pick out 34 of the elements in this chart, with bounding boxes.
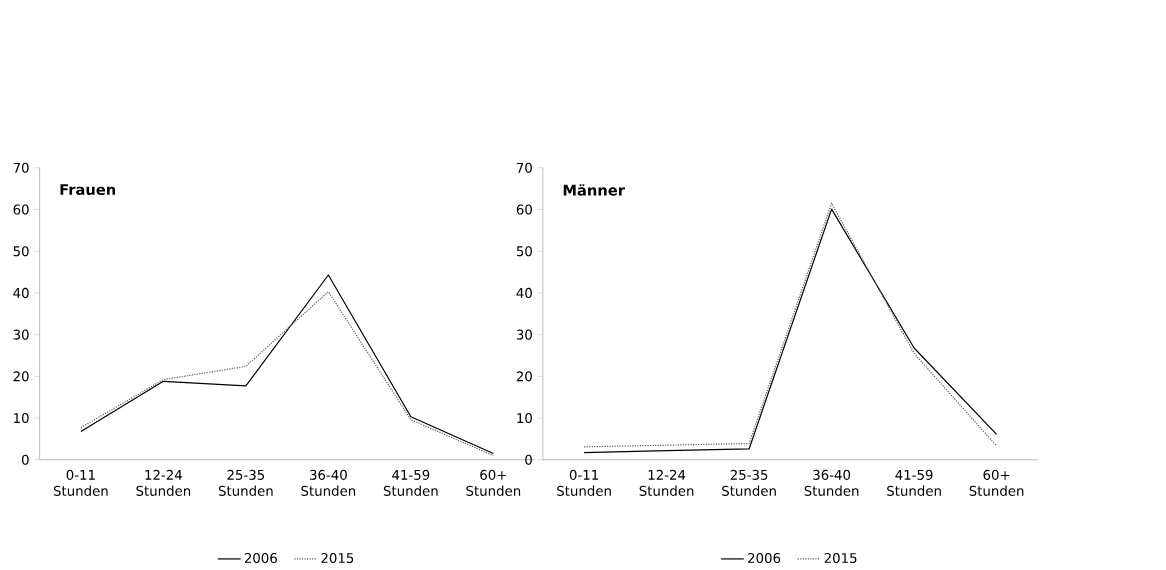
y-tick-label: 70 bbox=[13, 162, 29, 173]
x-tick-label: 41-59 Stunden bbox=[887, 469, 941, 496]
text: Frauen bbox=[60, 184, 116, 195]
x-tick-label: 36-40 Stunden bbox=[301, 469, 356, 496]
y-tick-label: 70 bbox=[516, 162, 532, 173]
y-tick-label: 50 bbox=[13, 246, 29, 257]
x-tick-label: 12-24 Stunden bbox=[639, 469, 694, 496]
y-tick-label: 40 bbox=[516, 287, 532, 298]
text: Männer bbox=[563, 184, 625, 196]
y-tick-label: 10 bbox=[517, 412, 532, 424]
legend-label: 2006 bbox=[244, 552, 277, 563]
y-tick-label: 10 bbox=[14, 412, 29, 424]
x-tick-label: 60+ Stunden bbox=[466, 469, 521, 496]
y-tick-label: 0 bbox=[525, 454, 532, 465]
x-tick-label: 36-40 Stunden bbox=[804, 469, 859, 496]
y-tick-label: 20 bbox=[13, 371, 29, 382]
y-tick-label: 30 bbox=[516, 329, 532, 340]
y-tick-label: 50 bbox=[516, 246, 532, 257]
x-tick-label: 25-35 Stunden bbox=[722, 469, 776, 496]
x-tick-label: 0-11 Stunden bbox=[557, 469, 611, 496]
y-tick-label: 60 bbox=[13, 204, 29, 215]
y-tick-label: 40 bbox=[13, 287, 29, 298]
x-tick-label: 0-11 Stunden bbox=[53, 469, 108, 496]
y-tick-label: 30 bbox=[13, 329, 29, 340]
legend-label: 2015 bbox=[824, 552, 857, 563]
y-tick-label: 60 bbox=[516, 204, 532, 215]
x-tick-label: 25-35 Stunden bbox=[218, 469, 273, 496]
x-tick-label: 41-59 Stunden bbox=[383, 469, 438, 496]
legend-label: 2015 bbox=[321, 552, 354, 563]
x-tick-label: 12-24 Stunden bbox=[136, 469, 191, 496]
y-tick-label: 20 bbox=[516, 371, 532, 382]
x-tick-label: 60+ Stunden bbox=[969, 469, 1024, 496]
y-tick-label: 0 bbox=[21, 454, 29, 465]
legend-label: 2006 bbox=[748, 552, 781, 563]
